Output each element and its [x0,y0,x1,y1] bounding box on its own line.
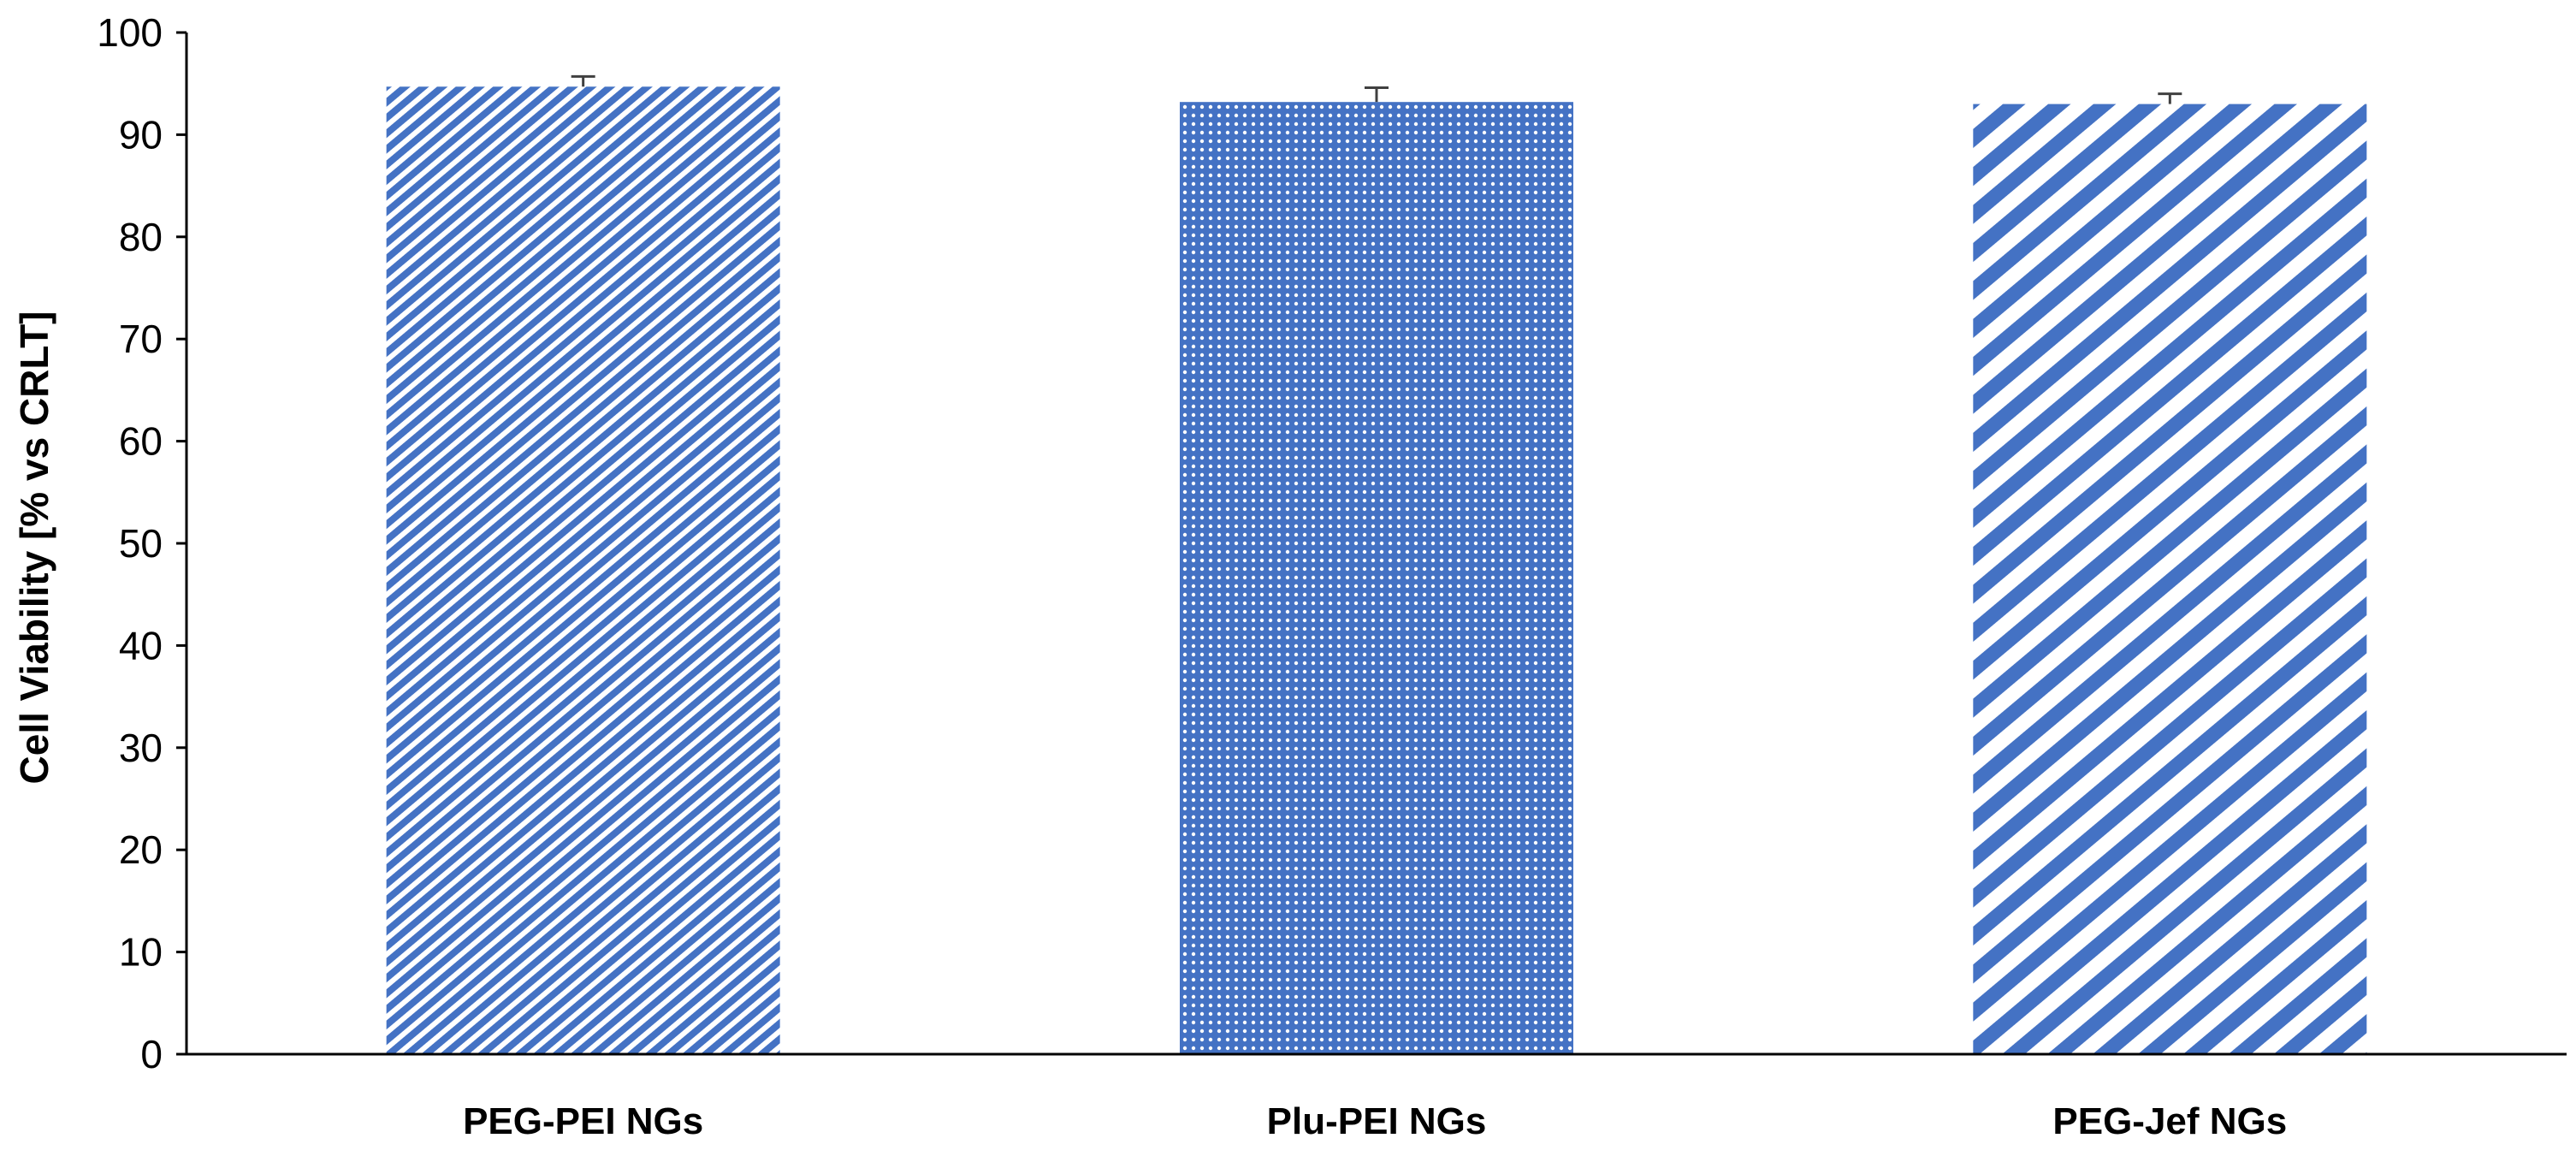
y-tick-label: 30 [119,726,163,770]
y-tick-label: 70 [119,317,163,361]
error-bar [571,74,595,87]
y-tick-label: 80 [119,215,163,259]
y-tick-label: 20 [119,827,163,872]
error-bar [2158,92,2182,104]
y-tick-label: 60 [119,419,163,464]
y-tick-label: 90 [119,112,163,157]
bar [1973,104,2367,1055]
y-tick-label: 100 [97,10,163,55]
y-axis-title: Cell Viability [% vs CRLT] [12,311,56,785]
y-tick-label: 10 [119,930,163,975]
bar [386,86,780,1055]
x-category-label: PEG-PEI NGs [463,1100,703,1142]
y-tick-label: 50 [119,521,163,566]
x-category-label: PEG-Jef NGs [2052,1100,2287,1142]
x-category-label: Plu-PEI NGs [1267,1100,1487,1142]
error-bars-layer [571,74,2182,104]
x-axis-labels: PEG-PEI NGs Plu-PEI NGs PEG-Jef NGs [463,1100,2287,1142]
y-tick-label: 40 [119,623,163,667]
error-bar [1365,86,1389,103]
y-tick-label: 0 [140,1032,163,1076]
bars-layer [386,86,2367,1055]
bar [1180,102,1573,1054]
y-axis-ticks: 0 10 20 30 40 50 60 70 80 90 100 [97,10,187,1076]
